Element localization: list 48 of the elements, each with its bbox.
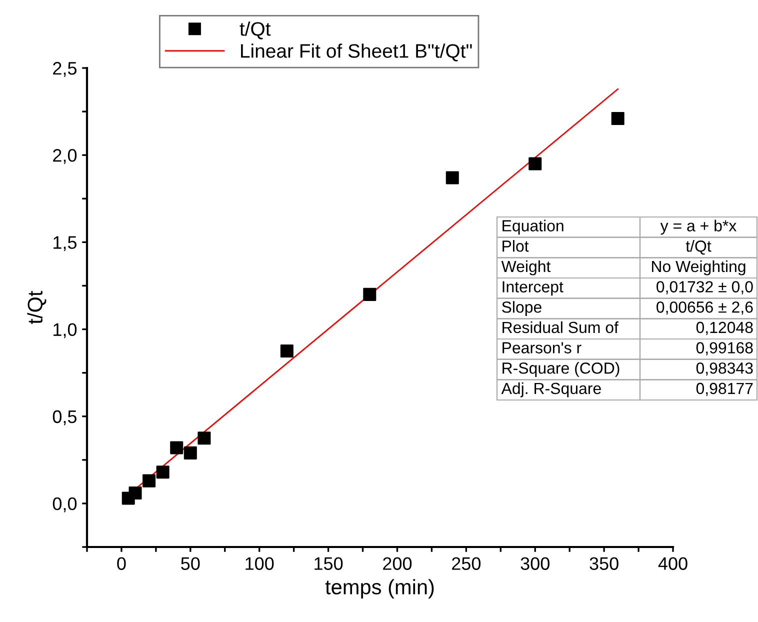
y-tick-label: 1,5 — [54, 236, 77, 252]
annotation: Plot — [502, 240, 529, 252]
y-axis-title: t/Qt — [27, 290, 46, 324]
point — [198, 432, 211, 445]
x-tick-label: 100 — [246, 557, 274, 570]
annotation: 0,00656 ± 2,6 — [656, 301, 753, 315]
x-tick-label: 0 — [117, 557, 126, 570]
legend-label: Linear Fit of Sheet1 B"t/Qt" — [241, 44, 472, 62]
point — [280, 344, 294, 358]
annotation: y = a + b*x — [660, 220, 737, 235]
annotation: R-Square (COD) — [502, 362, 620, 377]
text: t/Qt — [686, 240, 712, 255]
x-tick-label: 50 — [181, 557, 200, 570]
annotation: Slope — [502, 301, 542, 316]
annotation: No Weighting — [652, 260, 746, 276]
annotation: Adj. R-Square — [501, 382, 601, 398]
point — [611, 112, 624, 126]
x-tick-label: 300 — [520, 557, 550, 570]
x-tick-label: 250 — [452, 557, 481, 570]
annotation: Intercept — [502, 281, 564, 296]
text: 0,12048 — [696, 322, 753, 336]
y-tick-label: 1,0 — [54, 323, 77, 338]
x-tick-label: 400 — [658, 557, 688, 570]
legend-label: t/Qt — [240, 22, 271, 40]
point — [528, 157, 542, 170]
y-tick-label: 0,5 — [52, 410, 77, 426]
x-axis-title: temps (min) — [325, 579, 434, 599]
annotation: 0,01732 ± 0,0 — [656, 281, 753, 294]
y-tick-label: 0,0 — [52, 497, 77, 512]
x-tick-label: 200 — [383, 557, 412, 570]
annotation: Residual Sum of — [502, 321, 618, 334]
annotation: Pearson's r — [502, 342, 582, 354]
y-tick-label: 2,0 — [53, 149, 77, 164]
text: 0,99168 — [696, 342, 753, 356]
point — [128, 486, 142, 500]
text: 0,98343 — [696, 362, 753, 376]
point — [363, 288, 376, 301]
point — [446, 171, 459, 184]
point — [184, 446, 197, 460]
y-tick-label: 2,5 — [53, 62, 77, 77]
annotation: Weight — [501, 260, 551, 276]
point — [170, 441, 184, 454]
point — [142, 474, 156, 488]
x-tick-label: 350 — [590, 557, 618, 570]
point — [156, 466, 170, 479]
text: 0,98177 — [696, 382, 753, 396]
annotation: Equation — [502, 220, 564, 235]
x-tick-label: 150 — [314, 557, 343, 570]
